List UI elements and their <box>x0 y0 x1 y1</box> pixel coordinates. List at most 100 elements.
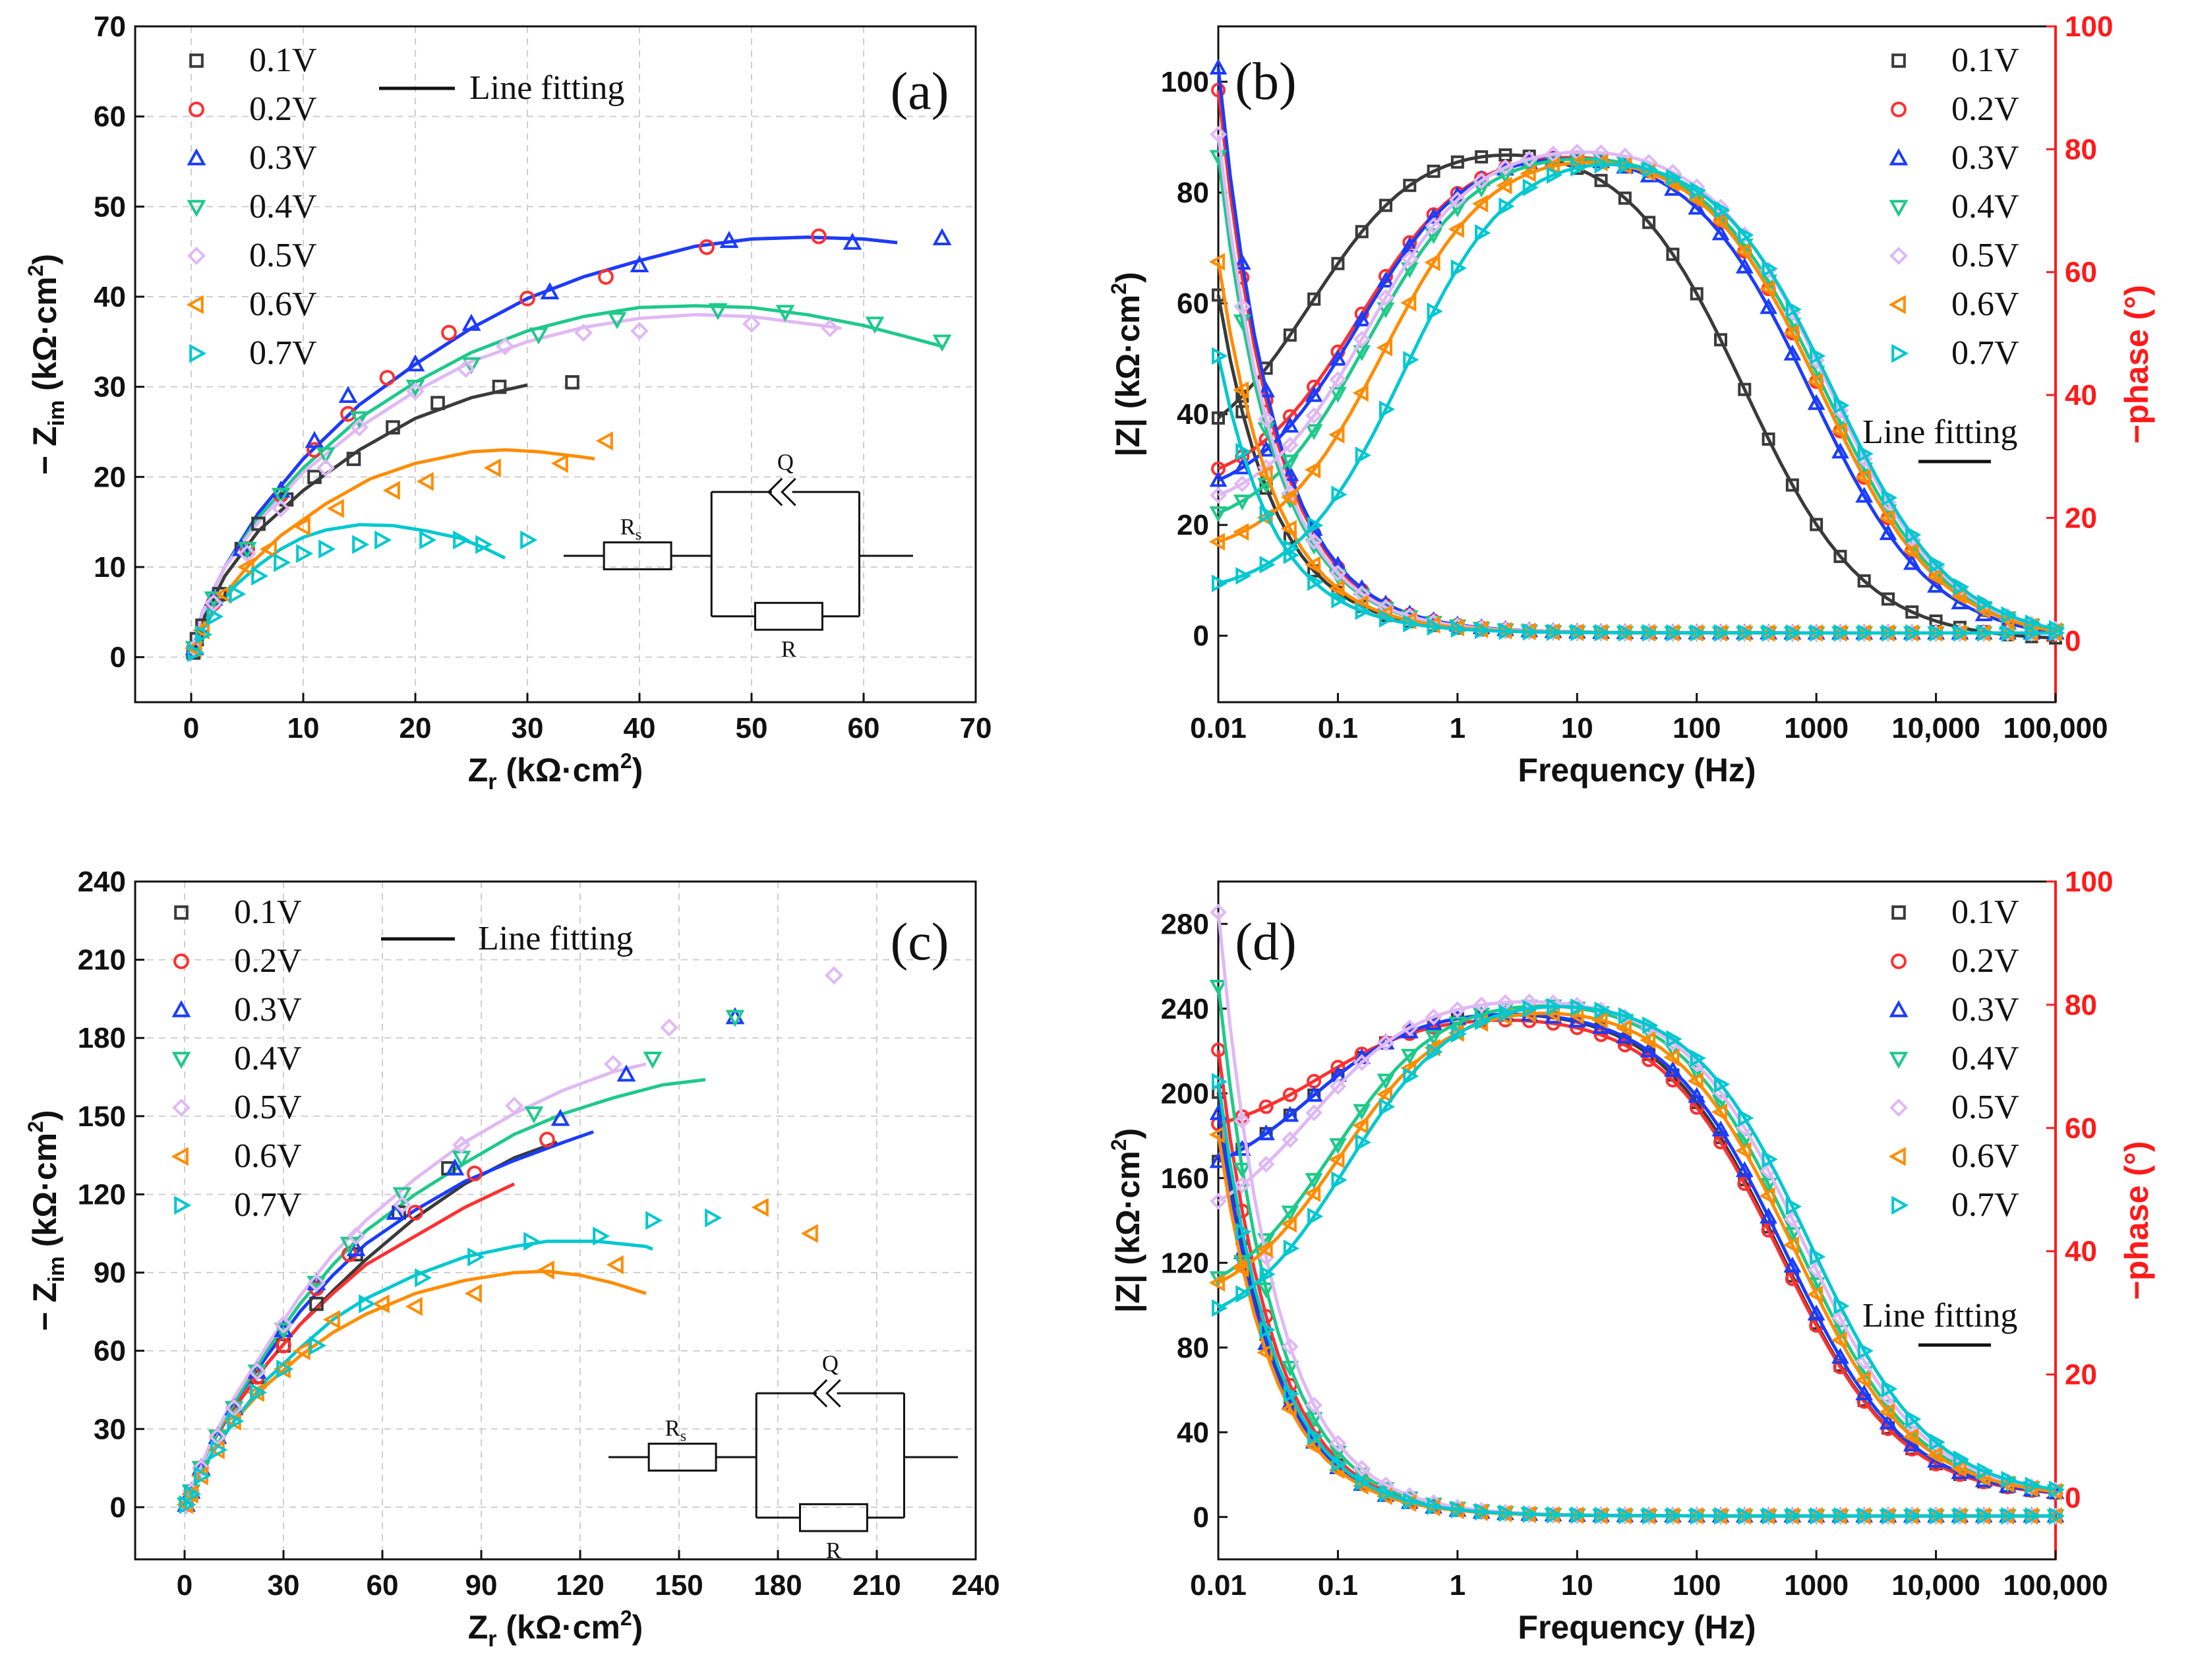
phase-point-07V <box>1953 578 1969 596</box>
phase-point-07V <box>1690 181 1706 200</box>
data-point-07V <box>318 539 336 559</box>
panel-label: (d) <box>1235 913 1296 971</box>
data-point-05V <box>238 544 256 563</box>
phase-point-03V <box>1281 416 1299 433</box>
phase-point-06V <box>1711 213 1727 231</box>
data-point-07V <box>475 535 493 555</box>
phase-point-07V <box>1882 1379 1898 1398</box>
phase-point-06V <box>1305 461 1321 479</box>
legend-marker-05V <box>172 1098 191 1117</box>
impedance-point-02V <box>1211 82 1226 98</box>
fit-legend-label: Line fitting <box>478 920 633 957</box>
phase-point-06V <box>1280 1215 1297 1233</box>
data-point-03V <box>461 313 481 331</box>
phase-point-01V <box>1379 198 1392 212</box>
x-tick-label: 0.1 <box>1318 712 1358 744</box>
impedance-point-07V <box>1714 624 1731 642</box>
y-tick-label: 70 <box>94 11 126 43</box>
resistor-rs <box>603 541 672 570</box>
data-point-03V <box>386 1203 405 1220</box>
impedance-point-07V <box>1450 620 1467 638</box>
data-point-06V <box>293 1341 311 1361</box>
data-point-06V <box>237 557 254 577</box>
y-tick-label: 50 <box>94 191 126 223</box>
phase-point-06V <box>1233 1259 1249 1278</box>
legend-label-04V: 0.4V <box>249 188 317 225</box>
phase-point-07V <box>1331 1171 1348 1189</box>
legend-marker-04V <box>1889 1052 1909 1069</box>
y-axis-title-group: |Z| (kΩ·cm2) <box>1107 1128 1147 1313</box>
data-point-02V <box>467 1165 483 1182</box>
phase-point-05V <box>1473 996 1490 1014</box>
phase-point-02V <box>1642 1052 1657 1067</box>
y-axis-title-sub: im <box>44 400 69 427</box>
phase-point-07V <box>1714 1075 1731 1093</box>
phase-point-07V <box>1403 351 1419 369</box>
y2-axis-title: −phase (°) <box>2118 1141 2155 1300</box>
data-point-01V <box>492 379 507 394</box>
x-tick-label: 1 <box>1450 1569 1466 1602</box>
impedance-point-06V <box>1257 1343 1273 1362</box>
cpe-q-element <box>812 1379 828 1408</box>
data-point-07V <box>274 553 291 572</box>
phase-point-06V <box>1687 1072 1704 1090</box>
phase-point-06V <box>1591 1011 1608 1029</box>
legend-label-02V: 0.2V <box>1951 942 2019 980</box>
phase-point-03V <box>1664 1061 1682 1077</box>
data-point-04V <box>607 312 627 330</box>
circuit-label-q: Q <box>777 450 794 475</box>
data-point-05V <box>225 1398 243 1418</box>
phase-point-05V <box>1210 1193 1227 1210</box>
phase-point-05V <box>1329 371 1347 388</box>
phase-point-07V <box>1857 1342 1874 1360</box>
y2-tick-label: 80 <box>2065 989 2097 1021</box>
legend-marker-06V <box>1888 1147 1906 1166</box>
phase-point-07V <box>1450 259 1467 278</box>
data-point-05V <box>574 323 593 342</box>
legend-marker-01V <box>174 905 189 920</box>
data-point-02V <box>699 239 715 255</box>
data-point-03V <box>843 232 862 250</box>
phase-point-05V <box>1545 145 1562 163</box>
data-point-07V <box>520 530 538 550</box>
phase-point-03V <box>1257 1124 1275 1141</box>
phase-point-01V <box>1666 247 1680 261</box>
phase-point-05V <box>1233 475 1251 493</box>
phase-point-06V <box>1831 1331 1847 1350</box>
phase-point-07V <box>1810 347 1826 365</box>
legend-label-06V: 0.6V <box>249 285 317 323</box>
data-point-05V <box>316 458 335 477</box>
legend-marker-03V <box>1889 148 1909 165</box>
data-point-05V <box>821 319 839 338</box>
phase-point-03V <box>1305 386 1323 402</box>
phase-point-03V <box>1879 524 1897 541</box>
phase-point-05V <box>1449 191 1466 208</box>
phase-point-06V <box>1280 488 1297 506</box>
legend-label-03V: 0.3V <box>1951 139 2019 177</box>
impedance-point-07V <box>1475 621 1491 640</box>
phase-point-03V <box>1209 471 1228 487</box>
phase-point-05V <box>1425 217 1442 235</box>
data-point-06V <box>184 638 202 658</box>
data-point-06V <box>606 1255 624 1275</box>
data-point-06V <box>326 498 344 518</box>
x-tick-label: 150 <box>655 1569 703 1602</box>
phase-point-07V <box>1522 178 1539 196</box>
impedance-point-03V <box>1281 465 1299 481</box>
phase-point-03V <box>1353 310 1371 326</box>
data-point-06V <box>595 431 613 451</box>
phase-point-03V <box>1425 208 1442 224</box>
x-tick-label: 180 <box>754 1569 802 1602</box>
data-point-07V <box>210 1440 228 1460</box>
phase-point-07V <box>1690 1049 1706 1067</box>
data-point-07V <box>352 535 370 555</box>
phase-point-07V <box>1785 300 1802 318</box>
circuit-label-rs-sub: s <box>636 526 641 543</box>
phase-point-02V <box>1617 1038 1632 1053</box>
legend-marker-02V <box>1891 102 1907 117</box>
data-point-04V <box>725 1009 745 1027</box>
data-point-07V <box>187 643 205 663</box>
y2-axis-title-group: −phase (°) <box>2118 1141 2155 1300</box>
phase-point-07V <box>1570 159 1587 177</box>
phase-point-03V <box>1281 1106 1299 1122</box>
